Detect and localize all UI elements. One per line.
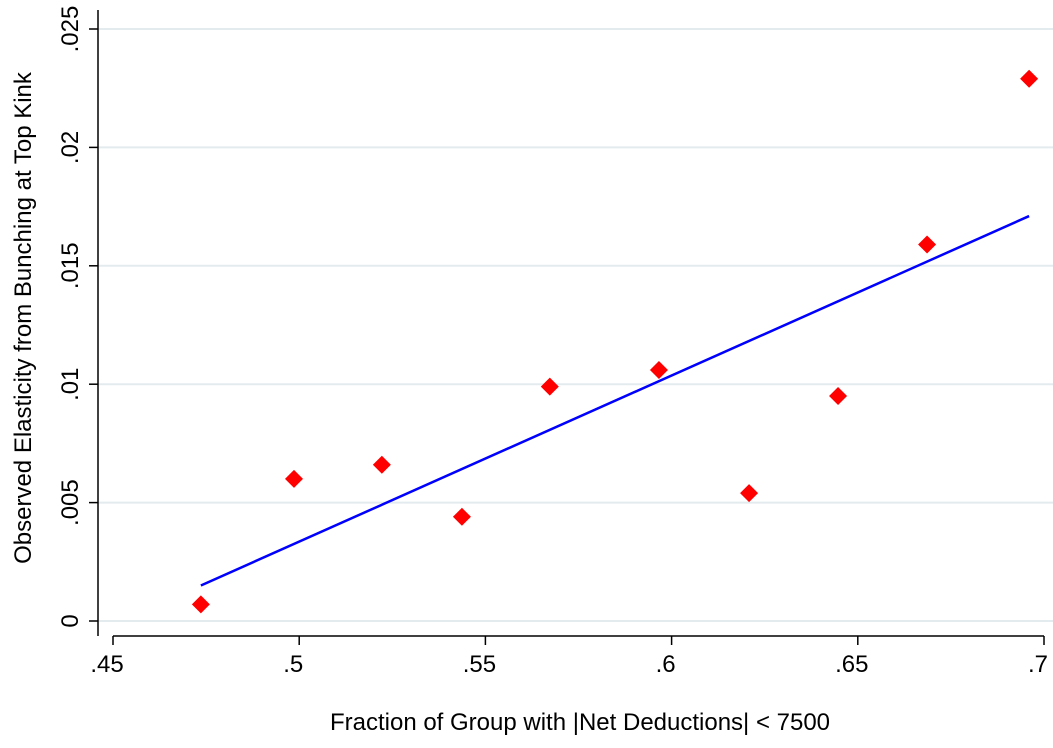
point bbox=[191, 595, 210, 614]
y-tick-label: .01 bbox=[57, 368, 84, 401]
x-tick-label: .6 bbox=[656, 651, 676, 678]
x-tick-label: .45 bbox=[90, 651, 123, 678]
point bbox=[1020, 69, 1039, 88]
y-tick-label: .015 bbox=[57, 242, 84, 289]
fit-line bbox=[200, 214, 1030, 587]
x-tick-label: .7 bbox=[1028, 651, 1048, 678]
y-tick-label: .005 bbox=[57, 479, 84, 526]
point bbox=[829, 387, 848, 406]
x-tick-label: .55 bbox=[463, 651, 496, 678]
point bbox=[649, 360, 668, 379]
x-axis-title: Fraction of Group with |Net Deductions| … bbox=[330, 709, 830, 736]
y-tick-label: 0 bbox=[57, 614, 84, 627]
x-tick-label: .5 bbox=[283, 651, 303, 678]
point bbox=[740, 484, 759, 503]
x-tick-label: .65 bbox=[835, 651, 868, 678]
y-axis-title: Observed Elasticity from Bunching at Top… bbox=[10, 71, 37, 564]
point bbox=[372, 455, 391, 474]
point bbox=[918, 235, 937, 254]
y-tick-label: .02 bbox=[57, 131, 84, 164]
point bbox=[284, 469, 303, 488]
point bbox=[452, 507, 471, 526]
y-tick-label: .025 bbox=[57, 6, 84, 53]
point bbox=[540, 377, 559, 396]
